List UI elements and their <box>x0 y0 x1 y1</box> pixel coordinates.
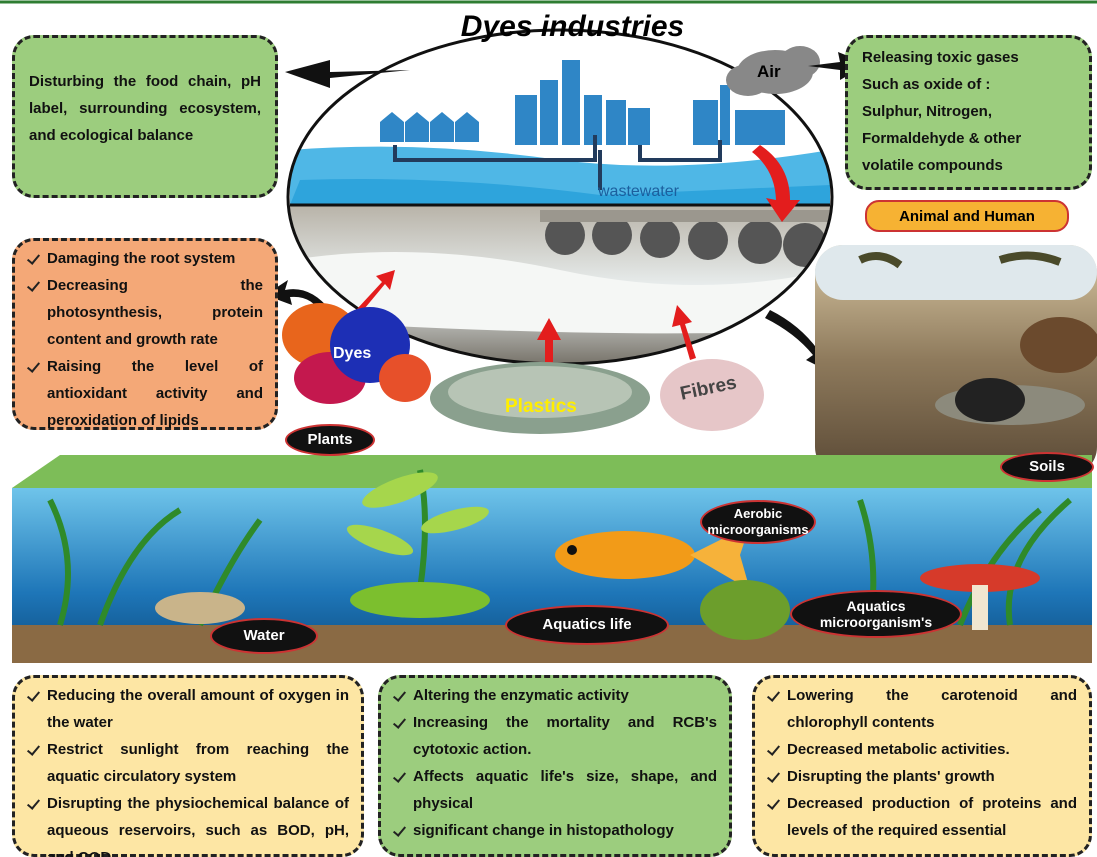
text-line: volatile compounds <box>862 157 1003 174</box>
aerobic-label: Aerobic microorganisms <box>700 500 816 544</box>
list-item: Lowering the carotenoid and chlorophyll … <box>767 682 1077 736</box>
air-label: Air <box>757 62 781 81</box>
title: Dyes industries <box>460 10 685 43</box>
list-item: Affects aquatic life's size, shape, and … <box>393 763 717 817</box>
list-item: Increasing the mortality and RCB's cytot… <box>393 709 717 763</box>
text-line: Releasing toxic gases <box>862 49 1019 66</box>
list-item: Disrupting the physiochemical balance of… <box>27 790 349 857</box>
list-item: Damaging the root system <box>27 245 263 272</box>
list-item: Reducing the overall amount of oxygen in… <box>27 682 349 736</box>
arrow <box>265 280 330 315</box>
list-item: significant change in histopathology <box>393 817 717 844</box>
wastewater-label: wastewater <box>598 183 679 200</box>
text-line: Formaldehyde & other <box>862 130 1022 147</box>
text-line: Sulphur, Nitrogen, <box>862 103 992 120</box>
list-item: Decreasing the photosynthesis, protein c… <box>27 272 263 353</box>
plastics-pile <box>448 366 632 418</box>
list-item: Decreased production of proteins and lev… <box>767 790 1077 844</box>
list-item: Raising the level of antioxidant activit… <box>27 353 263 434</box>
top-right-box: Releasing toxic gases Such as oxide of : S… <box>845 35 1092 190</box>
bottom-box: Lowering the carotenoid and chlorophyll … <box>752 675 1092 857</box>
bottom-box: Altering the enzymatic activity Increasin… <box>378 675 732 857</box>
aquatics-life-label: Aquatics life <box>505 605 669 645</box>
bottom-box: Reducing the overall amount of oxygen in… <box>12 675 364 857</box>
aquatics-micro-label: Aquatics microorganism's <box>790 590 962 638</box>
list-item: Restrict sunlight from reaching the aqua… <box>27 736 349 790</box>
text-line: Such as oxide of : <box>862 76 991 93</box>
list-item: Decreased metabolic activities. <box>767 736 1077 763</box>
dyes-powder <box>282 303 431 404</box>
plants-label: Plants <box>285 424 375 456</box>
water-label: Water <box>210 618 318 654</box>
animal-human-label: Animal and Human <box>865 200 1069 232</box>
arrow <box>752 145 800 222</box>
arrow <box>285 60 410 88</box>
list-item: Disrupting the plants' growth <box>767 763 1077 790</box>
aquarium <box>12 455 1092 663</box>
soil-photo <box>815 245 1097 475</box>
left-box: Damaging the root system Decreasing the p… <box>12 238 278 430</box>
air-cloud <box>726 46 820 96</box>
list-item: Altering the enzymatic activity <box>393 682 717 709</box>
fibres-pile <box>660 359 764 431</box>
arrow <box>765 310 830 372</box>
plastics-label: Plastics <box>505 396 577 417</box>
top-left-box: Disturbing the food chain, pH label, sur… <box>12 35 278 198</box>
dyes-label: Dyes <box>333 345 372 362</box>
soils-label: Soils <box>1000 452 1094 482</box>
